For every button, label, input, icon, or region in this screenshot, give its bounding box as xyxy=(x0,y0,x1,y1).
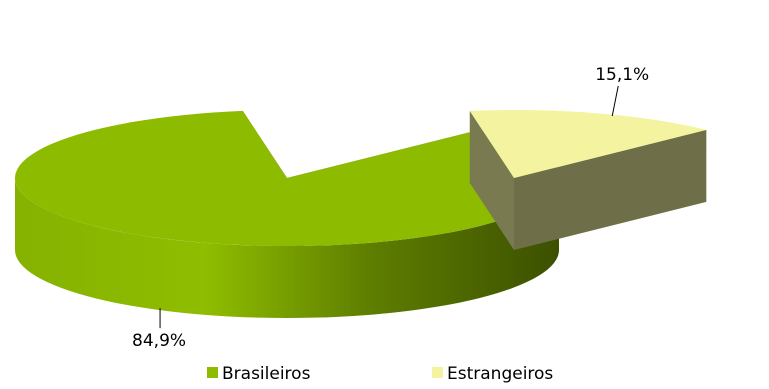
legend: Brasileiros Estrangeiros xyxy=(207,364,553,384)
slice-estrangeiros-inner-face xyxy=(514,129,707,250)
slice-estrangeiros-inner-face xyxy=(469,110,514,250)
legend-swatch-estrangeiros xyxy=(432,367,443,378)
data-label-brasileiros: 84,9% xyxy=(132,331,186,351)
legend-label-brasileiros: Brasileiros xyxy=(222,364,311,384)
slice-brasileiros xyxy=(15,110,560,247)
data-labels: 84,9% 15,1% xyxy=(132,65,649,351)
slice-estrangeiros xyxy=(469,110,707,178)
leader-line-estrangeiros xyxy=(611,85,619,117)
data-label-estrangeiros: 15,1% xyxy=(595,65,649,85)
legend-swatch-brasileiros xyxy=(207,367,218,378)
legend-label-estrangeiros: Estrangeiros xyxy=(447,364,553,384)
slice-brasileiros-side xyxy=(15,178,559,318)
pie-slices xyxy=(15,110,707,318)
